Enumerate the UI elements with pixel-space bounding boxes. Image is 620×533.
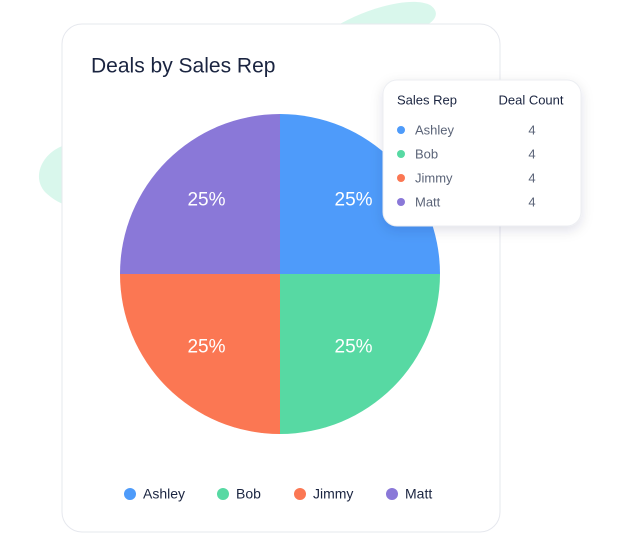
table-header: Deal Count bbox=[498, 92, 563, 107]
legend: Ashley Bob Jimmy Matt bbox=[124, 486, 432, 502]
row-count: 4 bbox=[528, 170, 535, 185]
row-count: 4 bbox=[528, 146, 535, 161]
row-dot bbox=[397, 150, 405, 158]
legend-label: Ashley bbox=[143, 486, 185, 502]
table-header: Sales Rep bbox=[397, 92, 457, 107]
row-name: Jimmy bbox=[415, 170, 453, 185]
row-dot bbox=[397, 174, 405, 182]
table-popup bbox=[382, 79, 582, 227]
legend-label: Bob bbox=[236, 486, 261, 502]
row-name: Ashley bbox=[415, 122, 455, 137]
slice-label: 25% bbox=[187, 189, 225, 210]
slice-label: 25% bbox=[187, 337, 225, 358]
chart-title: Deals by Sales Rep bbox=[91, 55, 275, 78]
pie-slice bbox=[120, 114, 280, 274]
legend-dot bbox=[294, 488, 306, 500]
legend-dot bbox=[386, 488, 398, 500]
row-count: 4 bbox=[528, 194, 535, 209]
legend-dot bbox=[217, 488, 229, 500]
legend-label: Matt bbox=[405, 486, 432, 502]
row-dot bbox=[397, 126, 405, 134]
table: Sales Rep Deal Count Ashley 4 Bob 4 Jimmy 4 Matt… bbox=[397, 92, 564, 209]
row-name: Bob bbox=[415, 146, 438, 161]
row-dot bbox=[397, 198, 405, 206]
legend-dot bbox=[124, 488, 136, 500]
pie-slice bbox=[280, 114, 440, 274]
slice-label: 25% bbox=[335, 337, 373, 358]
row-count: 4 bbox=[528, 122, 535, 137]
row-name: Matt bbox=[415, 194, 441, 209]
decor-blob bbox=[38, 145, 66, 205]
pie: 25% 25% 25% 25% bbox=[120, 114, 440, 434]
pie-slice bbox=[280, 274, 440, 434]
pie-slice bbox=[120, 274, 280, 434]
slice-label: 25% bbox=[335, 189, 373, 210]
legend-label: Jimmy bbox=[313, 486, 353, 502]
